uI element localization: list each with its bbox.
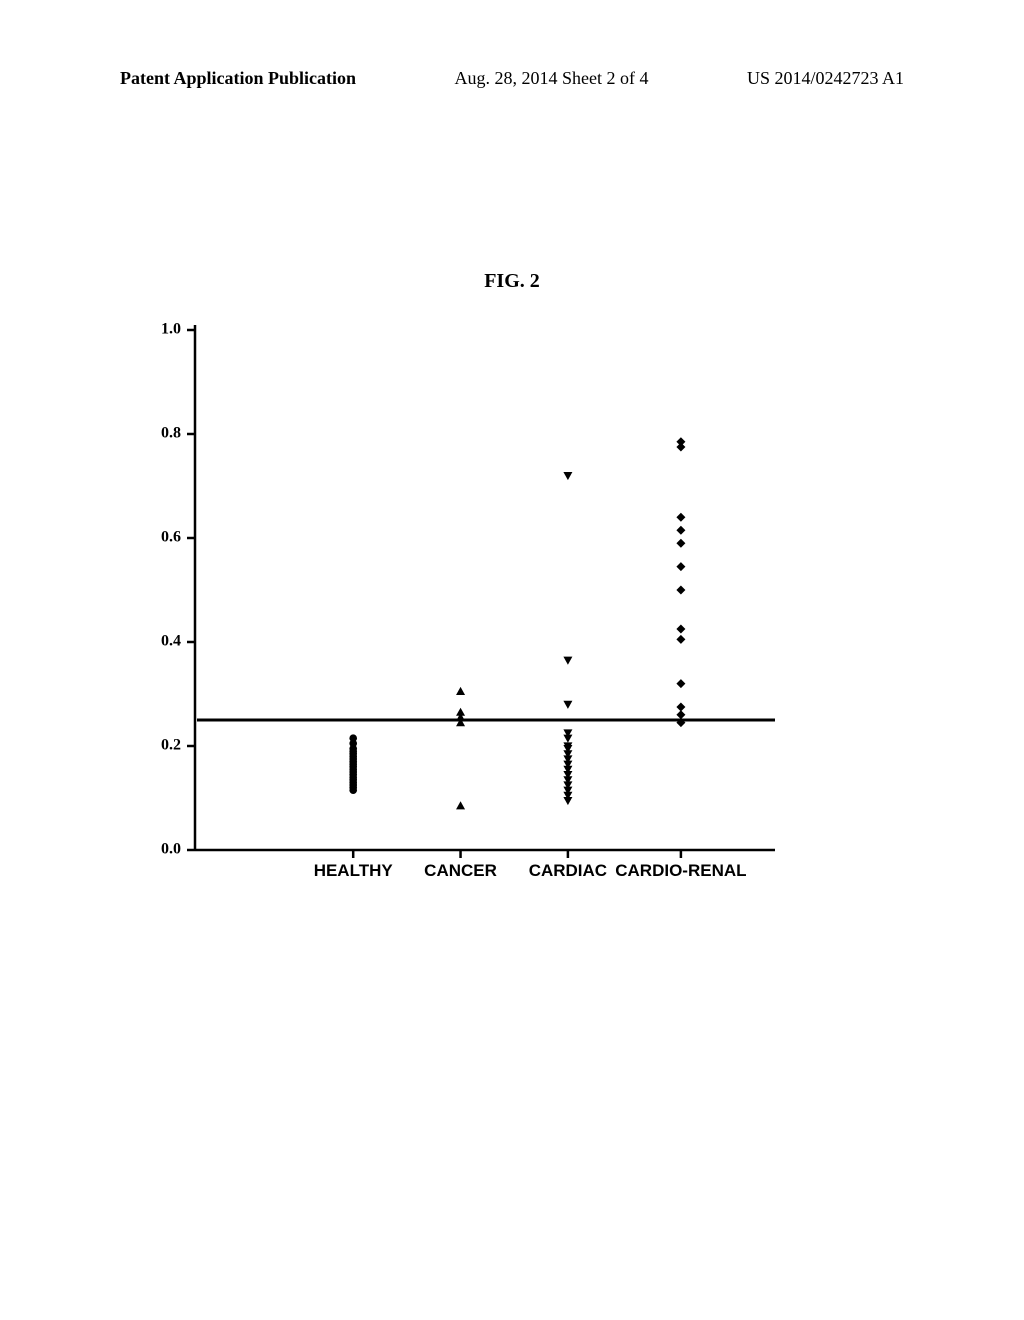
header-center: Aug. 28, 2014 Sheet 2 of 4 <box>455 68 649 89</box>
svg-text:CANCER: CANCER <box>424 861 497 880</box>
svg-text:CARDIAC: CARDIAC <box>529 861 607 880</box>
svg-text:0.6: 0.6 <box>161 529 181 546</box>
svg-text:0.8: 0.8 <box>161 425 181 442</box>
svg-text:0.2: 0.2 <box>161 737 181 754</box>
figure-title: FIG. 2 <box>0 270 1024 293</box>
svg-text:0.0: 0.0 <box>161 841 181 858</box>
header-right: US 2014/0242723 A1 <box>747 68 904 89</box>
chart-svg: 0.0 0.2 0.4 0.6 0.8 1.0 HEALTHY CANCER CARDIAC CA… <box>140 320 780 895</box>
svg-text:HEALTHY: HEALTHY <box>314 861 394 880</box>
header-left: Patent Application Publication <box>120 68 356 89</box>
scatter-chart: 0.0 0.2 0.4 0.6 0.8 1.0 HEALTHY CANCER CARDIAC CA… <box>140 320 780 895</box>
svg-text:0.4: 0.4 <box>161 633 181 650</box>
svg-text:CARDIO-RENAL: CARDIO-RENAL <box>615 861 746 880</box>
page-header: Patent Application Publication Aug. 28, … <box>120 68 904 89</box>
svg-text:1.0: 1.0 <box>161 321 181 338</box>
